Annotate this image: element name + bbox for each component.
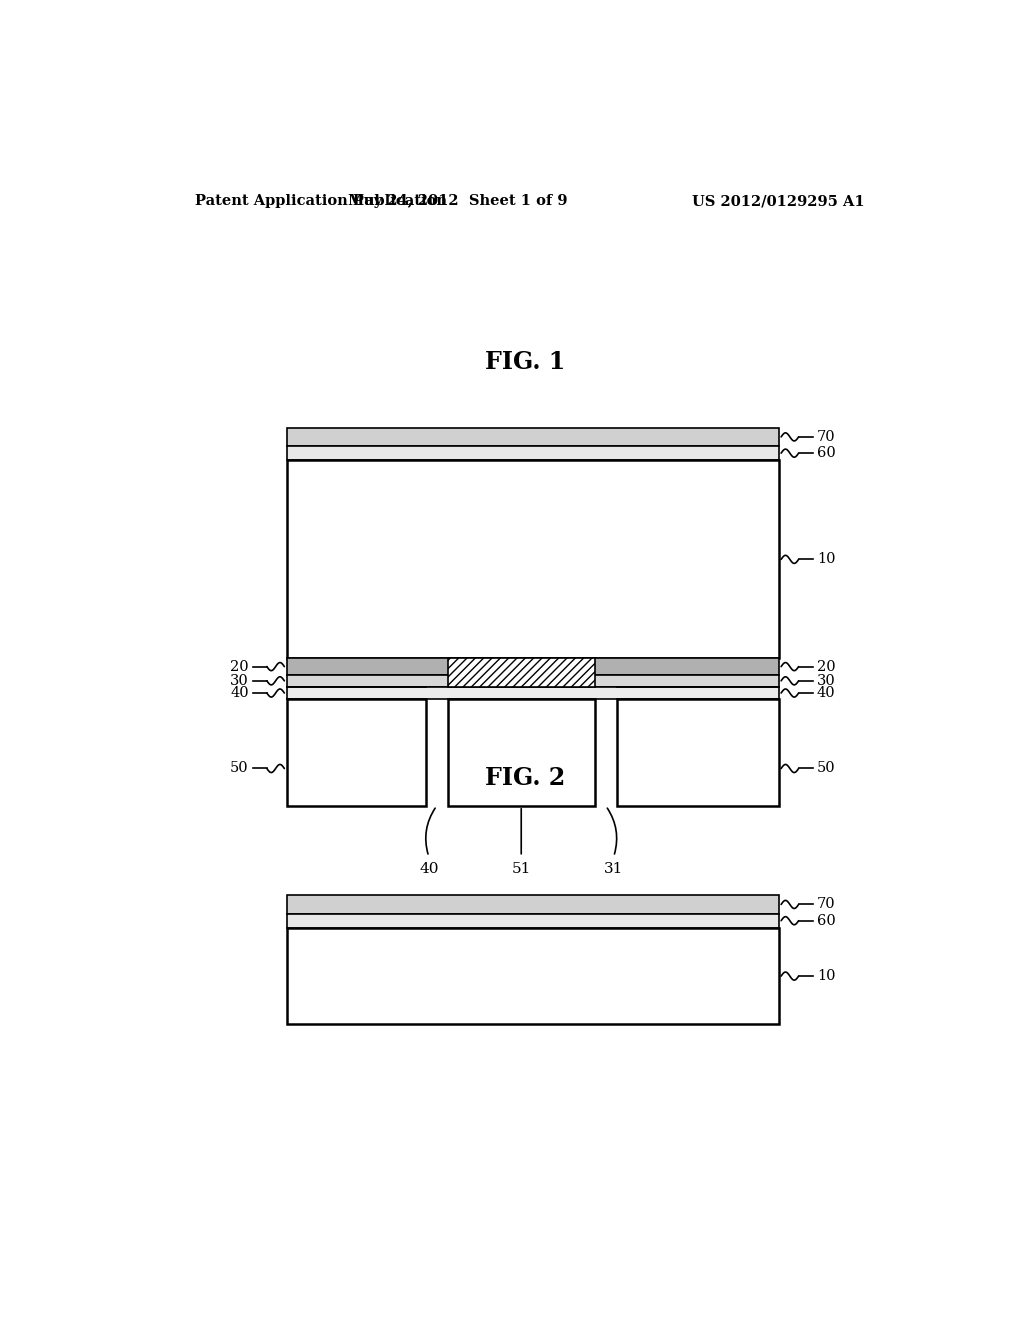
Bar <box>447 659 595 686</box>
Bar <box>287 675 779 686</box>
Bar <box>287 446 779 461</box>
Text: May 24, 2012  Sheet 1 of 9: May 24, 2012 Sheet 1 of 9 <box>347 194 567 209</box>
Bar <box>287 659 779 675</box>
Text: 20: 20 <box>817 660 836 673</box>
Bar <box>287 428 779 446</box>
Text: 51: 51 <box>512 862 530 875</box>
Text: Patent Application Publication: Patent Application Publication <box>196 194 447 209</box>
Text: 70: 70 <box>817 430 836 444</box>
Text: 60: 60 <box>817 446 836 461</box>
Text: 10: 10 <box>817 552 836 566</box>
Bar <box>287 895 779 913</box>
Text: FIG. 2: FIG. 2 <box>484 767 565 791</box>
Text: 60: 60 <box>817 913 836 928</box>
Text: 10: 10 <box>817 969 836 983</box>
Text: FIG. 1: FIG. 1 <box>484 350 565 374</box>
Text: 40: 40 <box>230 686 249 700</box>
Bar <box>287 700 426 805</box>
Text: US 2012/0129295 A1: US 2012/0129295 A1 <box>692 194 865 209</box>
Bar <box>287 913 779 928</box>
Text: 70: 70 <box>817 898 836 911</box>
Bar <box>447 700 595 805</box>
Bar <box>287 461 779 659</box>
Text: 50: 50 <box>817 762 836 775</box>
Bar <box>287 928 779 1024</box>
Text: 20: 20 <box>230 660 249 673</box>
Text: 40: 40 <box>817 686 836 700</box>
Bar <box>616 700 778 805</box>
Text: 31: 31 <box>604 862 624 875</box>
Text: 30: 30 <box>817 673 836 688</box>
Text: 50: 50 <box>230 762 249 775</box>
Text: 40: 40 <box>419 862 438 875</box>
Text: 30: 30 <box>229 673 249 688</box>
Bar <box>287 686 779 700</box>
